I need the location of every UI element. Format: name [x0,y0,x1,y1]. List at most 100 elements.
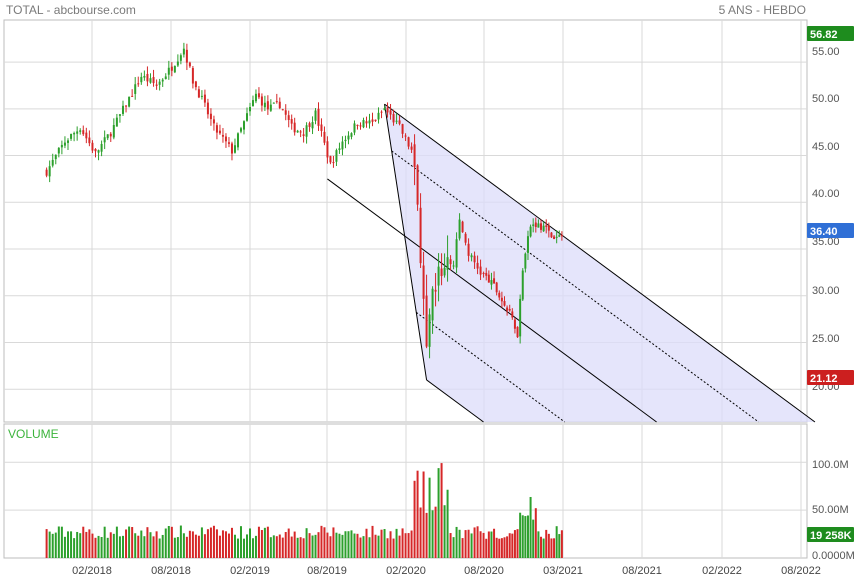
candle-body [485,272,488,276]
candle-body [155,84,158,86]
candle-body [317,108,320,126]
volume-bar [245,534,248,558]
candle-body [335,150,338,162]
volume-tick: 0.0000M [812,550,855,562]
volume-bar [389,531,392,558]
candle-body [431,288,434,321]
volume-bar [359,537,362,558]
volume-bar [464,530,467,558]
price-tick: 35.00 [812,236,840,248]
candle-body [233,145,236,153]
candle-body [550,232,553,238]
last-price-flag-label: 36.40 [810,226,838,238]
candle-body [109,133,112,137]
candle-body [115,117,118,127]
last-price-flag: 36.40 [807,223,854,238]
candle-body [281,109,284,111]
candle-body [332,162,335,164]
volume-bar [407,533,410,558]
last-volume-flag: 19 258K [807,527,854,542]
candle-body [353,123,356,133]
channel-dotted-line-upper [391,150,759,423]
volume-bar [296,537,299,558]
candle-body [356,124,359,126]
price-low-flag-label: 21.12 [810,373,838,385]
candle-body [537,223,540,228]
date-tick: 02/2018 [72,565,112,577]
candle-body [45,169,48,176]
candle-body [185,49,188,63]
candle-body [218,130,221,134]
candle-body [500,297,503,302]
price-high-flag-label: 56.82 [810,29,838,41]
volume-panel-title: VOLUME [8,427,59,441]
candle-body [560,235,563,237]
candle-body [299,131,302,133]
volume-bar [458,529,461,558]
volume-bar [152,536,155,558]
candle-body [380,111,383,113]
candle-body [389,110,392,115]
candle-body [260,96,263,106]
price-axis: 55.00 50.00 45.00 40.00 35.00 30.00 25.0… [812,46,840,393]
candle-body [212,119,215,124]
volume-bar [386,538,389,558]
volume-bar [479,531,482,558]
volume-bar [82,526,85,558]
volume-bar [537,531,540,558]
price-low-flag: 21.12 [807,370,854,385]
candle-body [194,81,197,88]
candle-body [197,89,200,98]
candle-body [329,156,332,163]
volume-bar [281,537,284,558]
candle-body [215,125,218,133]
candle-body [422,265,425,299]
volume-bar [212,525,215,558]
candle-body [152,77,155,84]
candle-body [70,133,73,139]
volume-bar [498,538,501,558]
volume-bar [140,530,143,558]
volume-bar [519,512,522,558]
volume-bar [490,531,493,558]
candle-body [503,301,506,306]
candle-body [461,221,464,233]
volume-bar [266,526,269,558]
volume-bar [383,529,386,558]
volume-bar [76,531,79,558]
candle-body [125,105,128,107]
volume-bar [485,538,488,558]
candle-body [368,120,371,124]
candle-body [242,121,245,130]
candle-body [555,236,558,238]
candle-body [362,119,365,128]
volume-bar [269,537,272,558]
volume-axis: 100.0M 50.00M 0.0000M [812,459,855,562]
candle-body [395,120,398,122]
candle-body [519,298,522,337]
candle-body [57,147,60,154]
channel-dotted-line-lower [415,311,566,423]
candle-body [311,122,314,129]
volume-bar [45,529,48,558]
volume-bar [440,463,443,558]
candle-body [490,280,493,285]
candle-body [305,125,308,137]
candle-body [482,272,485,274]
candle-body [526,236,529,253]
volume-bar [482,532,485,558]
volume-bar [203,534,206,558]
volume-bar [54,532,57,558]
volume-bar [179,525,182,558]
volume-bar [194,534,197,558]
candle-body [227,142,230,144]
candle-body [467,243,470,256]
volume-bar [449,533,452,558]
candle-body [94,148,97,152]
candle-body [540,223,543,230]
volume-bar [526,515,529,558]
candle-body [179,55,182,61]
candle-body [516,326,519,338]
candle-body [164,76,167,79]
